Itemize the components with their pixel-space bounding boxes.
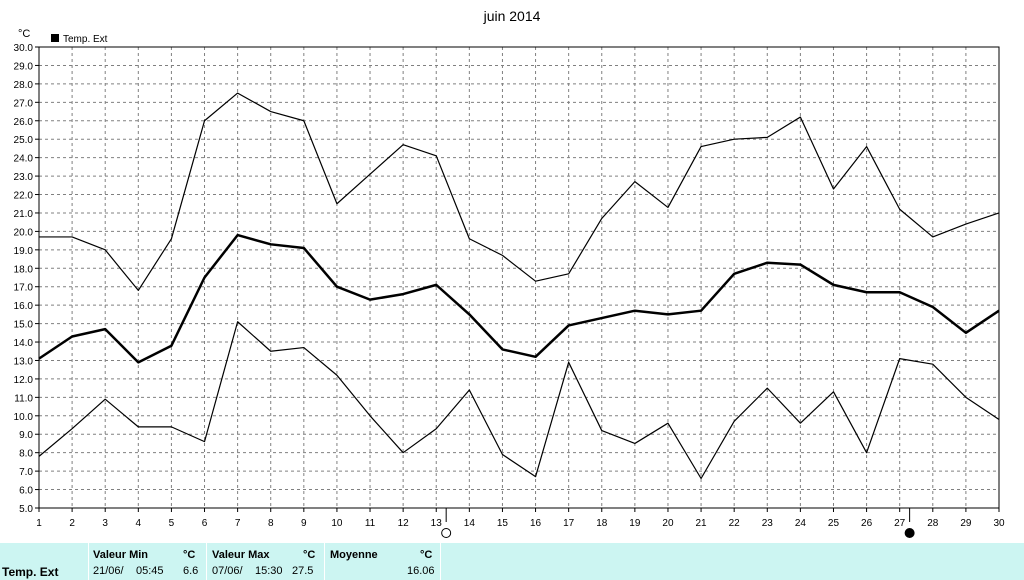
min-date: 21/06/ [93, 565, 124, 577]
y-tick-label: 20.0 [14, 227, 34, 238]
x-tick-label: 16 [530, 518, 542, 529]
x-tick-label: 21 [696, 518, 708, 529]
y-axis-unit: °C [18, 28, 30, 40]
y-tick-label: 9.0 [19, 430, 33, 441]
y-tick-label: 13.0 [14, 356, 34, 367]
x-tick-label: 14 [464, 518, 476, 529]
summary-separator [206, 543, 207, 580]
series-line-max [39, 92, 1000, 292]
x-tick-label: 28 [927, 518, 939, 529]
max-header: Valeur Max [212, 549, 270, 561]
x-tick-label: 3 [102, 518, 108, 529]
x-tick-label: 29 [960, 518, 972, 529]
y-tick-label: 8.0 [19, 449, 33, 460]
average-unit: °C [420, 549, 433, 561]
y-tick-label: 7.0 [19, 467, 33, 478]
average-value: 16.06 [407, 565, 435, 577]
x-tick-label: 15 [497, 518, 509, 529]
legend-swatch [51, 34, 59, 42]
x-tick-label: 22 [729, 518, 741, 529]
x-axis-ticks: 1 2 3 4 5 6 7 8 9 10 11 12 13 14 15 16 17 18 19 20 21 22 23 24 2… [36, 508, 1005, 529]
y-tick-label: 26.0 [14, 117, 34, 128]
x-tick-label: 7 [235, 518, 241, 529]
y-axis-ticks: 5.0 6.0 7.0 8.0 9.0 10.0 11.0 12.0 13.0 14.0 15.0 1… [14, 43, 39, 515]
series-lines [38, 92, 1000, 480]
full-moon-icon [441, 528, 452, 538]
y-tick-label: 23.0 [14, 172, 34, 183]
chart-title: juin 2014 [483, 8, 541, 24]
chart-grid [38, 46, 1000, 509]
y-tick-label: 5.0 [19, 504, 33, 515]
max-value: 27.5 [292, 565, 314, 577]
y-tick-label: 11.0 [14, 393, 33, 404]
y-tick-label: 25.0 [14, 135, 34, 146]
x-tick-label: 8 [268, 518, 274, 529]
x-tick-label: 26 [861, 518, 873, 529]
x-tick-label: 20 [662, 518, 674, 529]
x-tick-label: 2 [69, 518, 75, 529]
min-unit: °C [183, 549, 196, 561]
x-tick-label: 18 [596, 518, 608, 529]
y-tick-label: 29.0 [14, 61, 34, 72]
y-tick-label: 19.0 [14, 246, 34, 257]
summary-separator [324, 543, 325, 580]
x-tick-label: 11 [365, 518, 376, 529]
summary-row-label: Temp. Ext [2, 565, 59, 579]
max-date: 07/06/ [212, 565, 243, 577]
summary-bar: Temp. Ext Valeur Min °C 21/06/ 05:45 6.6… [0, 543, 1024, 580]
x-tick-label: 1 [36, 518, 42, 529]
y-tick-label: 10.0 [14, 412, 34, 423]
y-tick-label: 14.0 [14, 338, 34, 349]
y-tick-label: 30.0 [14, 43, 34, 54]
x-tick-label: 30 [993, 518, 1005, 529]
y-tick-label: 15.0 [14, 320, 34, 331]
x-tick-label: 19 [629, 518, 641, 529]
series-line-min [38, 321, 1000, 480]
x-tick-label: 6 [202, 518, 208, 529]
min-header: Valeur Min [93, 549, 149, 561]
x-tick-label: 4 [136, 518, 142, 529]
y-tick-label: 18.0 [14, 264, 34, 275]
y-tick-label: 27.0 [14, 98, 34, 109]
y-tick-label: 6.0 [19, 486, 33, 497]
plot-frame [38, 46, 1000, 509]
x-tick-label: 17 [563, 518, 575, 529]
legend-label: Temp. Ext [63, 34, 108, 45]
x-tick-label: 23 [762, 518, 774, 529]
y-tick-label: 28.0 [14, 80, 34, 91]
series-line-mean [38, 233, 1000, 364]
x-tick-label: 10 [331, 518, 343, 529]
average-header: Moyenne [330, 549, 378, 561]
y-tick-label: 17.0 [14, 283, 34, 294]
min-time: 05:45 [136, 565, 164, 577]
y-tick-label: 16.0 [14, 301, 34, 312]
x-tick-label: 5 [169, 518, 175, 529]
y-tick-label: 12.0 [14, 375, 34, 386]
x-tick-label: 27 [894, 518, 906, 529]
summary-separator [440, 543, 441, 580]
max-time: 15:30 [255, 565, 283, 577]
summary-separator [88, 543, 89, 580]
temperature-chart: juin 2014 °C Temp. Ext 5.0 6.0 7.0 8.0 9.0 10… [14, 8, 1005, 538]
y-tick-label: 22.0 [14, 191, 34, 202]
x-tick-label: 13 [431, 518, 443, 529]
x-tick-label: 24 [795, 518, 807, 529]
x-tick-label: 12 [398, 518, 410, 529]
new-moon-icon [904, 528, 915, 538]
max-unit: °C [303, 549, 316, 561]
y-tick-label: 21.0 [14, 209, 34, 220]
min-value: 6.6 [183, 565, 199, 577]
moon-phase-markers [441, 508, 915, 538]
y-tick-label: 24.0 [14, 154, 34, 165]
x-tick-label: 25 [828, 518, 840, 529]
x-tick-label: 9 [301, 518, 307, 529]
